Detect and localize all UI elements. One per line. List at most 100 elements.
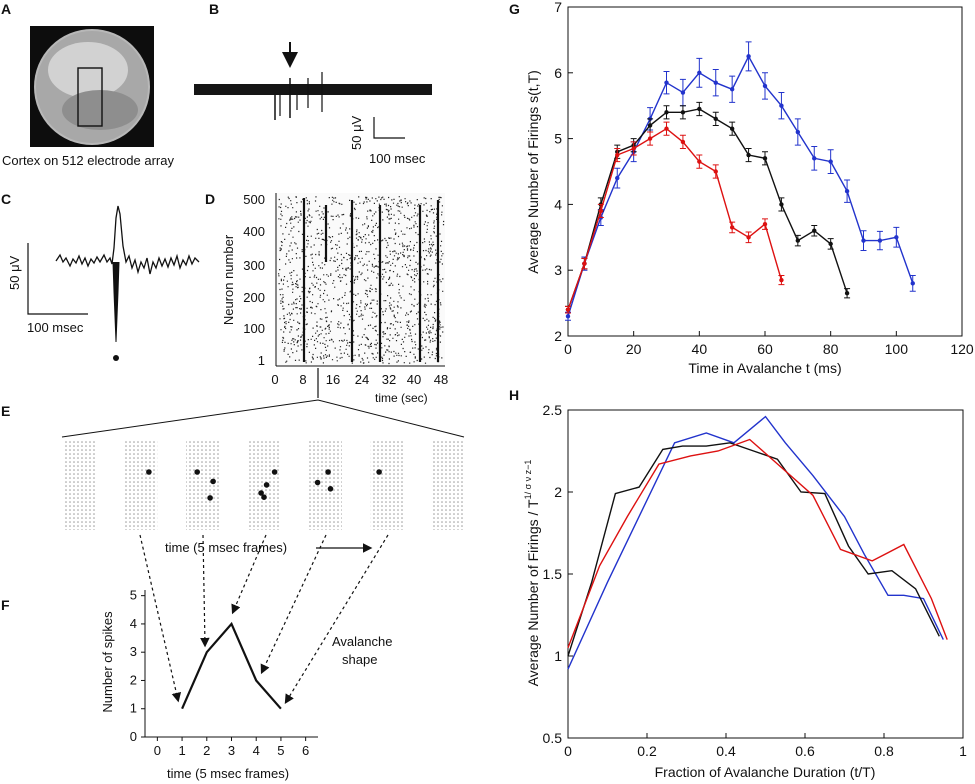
- g-data-point: [894, 235, 899, 240]
- spike-waveform: [55, 205, 200, 275]
- raster-xtick: 0: [271, 372, 278, 387]
- raster-x-label: time (sec): [375, 391, 428, 405]
- raster-ytick: 200: [243, 290, 265, 305]
- frame-spike-dot: [210, 478, 216, 485]
- g-data-point: [746, 152, 751, 158]
- raster-ytick: 500: [243, 192, 265, 207]
- panel-b-letter: B: [209, 1, 219, 17]
- g-data-point: [877, 238, 883, 243]
- f-avalanche-line: [181, 621, 282, 710]
- raster-sync-lines: [302, 198, 440, 362]
- panel-a-caption: Cortex on 512 electrode array: [2, 153, 174, 168]
- chart-h: 0.5 1 1.5 2 2.5 0 0.2 0.4 0.6 0.8 1: [543, 402, 968, 759]
- f-ytick-label: 1: [130, 701, 137, 716]
- g-xtick-label: 40: [692, 341, 708, 357]
- raster-xtick: 32: [382, 372, 396, 387]
- g-ytick-label: 2: [554, 328, 562, 344]
- g-data-point: [795, 238, 801, 243]
- g-ytick-label: 5: [554, 131, 562, 147]
- panel-a-letter: A: [1, 1, 11, 17]
- h-xtick-label: 0.4: [716, 743, 736, 759]
- g-data-point: [582, 261, 587, 266]
- g-ytick-label: 3: [554, 262, 562, 278]
- g-data-point: [647, 136, 653, 141]
- g-data-point: [828, 159, 833, 164]
- f-ytick-label: 0: [130, 729, 137, 744]
- g-data-point: [680, 110, 686, 115]
- electrode-frames: [63, 440, 465, 530]
- panel-h-letter: H: [509, 387, 519, 403]
- h-y-label-main: Average Number of Firings / T: [525, 499, 541, 686]
- g-data-point: [713, 169, 718, 174]
- f-y-label: Number of spikes: [100, 611, 115, 713]
- g-data-point: [664, 80, 669, 85]
- h-ytick-label: 2.5: [543, 402, 563, 418]
- panel-c-letter: C: [1, 191, 11, 207]
- h-series-line: [567, 415, 944, 670]
- f-xtick-label: 0: [154, 743, 161, 758]
- spike-marker-dot: [113, 355, 119, 361]
- frames-caption: time (5 msec frames): [165, 540, 287, 555]
- electrode-frame: [124, 440, 158, 530]
- h-xtick-label: 0.8: [874, 743, 894, 759]
- h-xtick-label: 0: [564, 743, 572, 759]
- g-data-point: [861, 238, 866, 243]
- g-data-point: [746, 54, 751, 59]
- g-xtick-label: 0: [564, 341, 572, 357]
- raster-ytick: 300: [243, 258, 265, 273]
- g-series-line: [567, 54, 914, 317]
- frame-spike-dot: [146, 469, 152, 475]
- panel-f-letter: F: [1, 597, 10, 613]
- f-annotation-line2: shape: [342, 652, 377, 667]
- g-data-point: [713, 116, 718, 122]
- h-ytick-label: 1: [554, 648, 562, 664]
- raster-xtick: 8: [299, 372, 306, 387]
- f-annotation-line1: Avalanche: [332, 634, 392, 649]
- h-xtick-label: 0.2: [637, 743, 657, 759]
- chart-f: 0 1 2 3 4 5 0 1 2 3 4 5 6: [130, 588, 318, 758]
- raster-xtick: 16: [326, 372, 340, 387]
- g-data-point: [615, 175, 620, 181]
- h-ytick-label: 2: [554, 484, 562, 500]
- raster-ytick: 1: [258, 353, 265, 368]
- panel-b-scale-time: 100 msec: [369, 151, 426, 166]
- g-data-point: [615, 152, 620, 158]
- g-data-point: [664, 126, 669, 131]
- g-data-point: [828, 241, 833, 247]
- g-data-point: [697, 159, 702, 164]
- h-plot-frame: [567, 409, 964, 739]
- electrode-frame: [432, 440, 465, 530]
- h-ytick-label: 0.5: [543, 730, 563, 746]
- cortex-photo: [30, 26, 154, 147]
- frame-spike-dot: [194, 469, 200, 475]
- g-xtick-label: 60: [757, 341, 773, 357]
- electrode-frame: [63, 440, 96, 530]
- g-data-point: [729, 126, 735, 131]
- h-y-label: Average Number of Firings / T1/ σ ν z−1: [523, 460, 541, 687]
- g-series-line: [567, 108, 848, 310]
- panel-c-scale-time: 100 msec: [27, 320, 84, 335]
- g-y-label: Average Number of Firings s(t,T): [525, 70, 541, 274]
- f-xtick-label: 5: [277, 743, 284, 758]
- g-data-point: [795, 129, 801, 135]
- g-data-point: [680, 90, 686, 95]
- h-y-label-exponent: 1/ σ ν z−1: [523, 460, 533, 500]
- raster-x-ticks: 0 8 16 24 32 40 48: [271, 372, 448, 387]
- voltage-trace: [194, 72, 432, 120]
- raster-xtick: 24: [355, 372, 369, 387]
- panel-c-scale-bar: [27, 243, 88, 315]
- g-ytick-label: 6: [554, 65, 562, 81]
- frame-spike-dot: [327, 486, 334, 492]
- g-data-point: [680, 139, 686, 145]
- frame-spike-dot: [263, 482, 270, 488]
- g-data-point: [779, 202, 784, 207]
- f-xtick-label: 6: [302, 743, 309, 758]
- g-data-point: [664, 110, 669, 115]
- electrode-array-outline: [77, 67, 103, 127]
- panel-g-letter: G: [509, 1, 520, 17]
- g-data-point: [812, 228, 817, 233]
- g-ytick-label: 4: [554, 196, 562, 212]
- g-data-point: [910, 281, 915, 286]
- zoom-wedge: [61, 399, 465, 438]
